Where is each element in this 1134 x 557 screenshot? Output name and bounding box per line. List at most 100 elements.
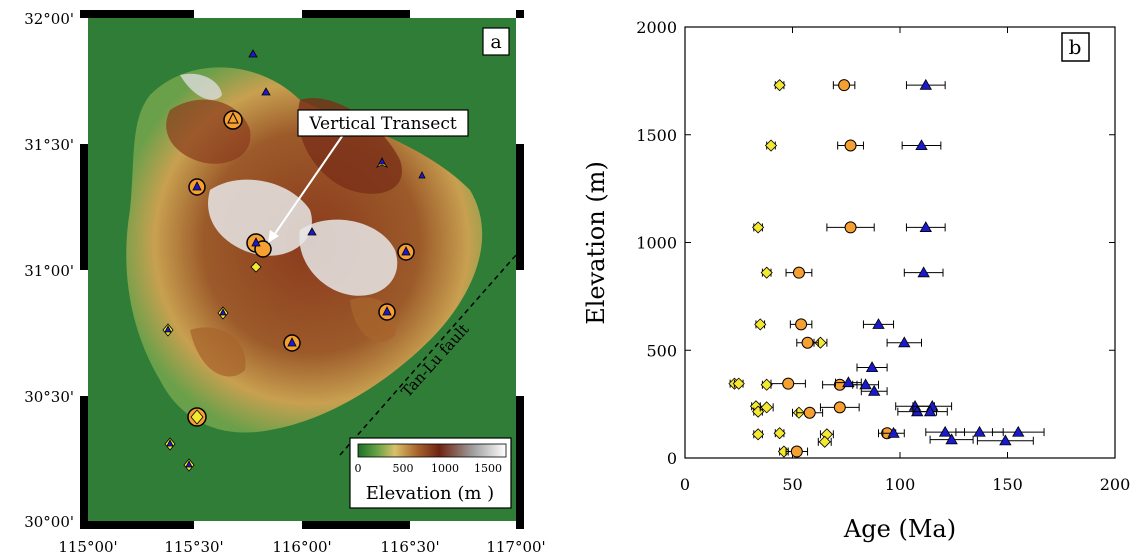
- colorbar-tick: 1500: [474, 462, 502, 475]
- data-points: [728, 78, 1045, 458]
- map-axis-labels: 115°00' 115°30' 116°00' 116°30' 117°00' …: [24, 10, 545, 556]
- high-peak-area: [180, 73, 222, 100]
- sample-triangle-marker: [261, 87, 271, 96]
- sample-triangle-marker: [164, 325, 172, 333]
- x-tick-label: 150: [992, 475, 1023, 494]
- map-frame-segment: [80, 18, 88, 144]
- circle-data-point: [792, 266, 805, 279]
- sample-diamond-marker: [250, 261, 262, 273]
- diamond-data-point: [773, 427, 786, 440]
- annotation-arrow-head: [268, 230, 279, 243]
- map-frame-segment: [410, 10, 516, 18]
- map-sample-markers: [162, 49, 426, 472]
- colorbar-tick: 500: [393, 462, 414, 475]
- triangle-data-point: [1012, 425, 1025, 437]
- annotation-box: [297, 109, 469, 137]
- colorbar-tick: 0: [355, 462, 362, 475]
- circle-data-point: [833, 401, 846, 414]
- triangle-data-point: [999, 434, 1012, 446]
- sample-triangle-marker: [307, 227, 317, 236]
- lat-tick-label: 30°00': [24, 513, 74, 531]
- high-peak-area: [208, 179, 312, 256]
- panel-label-a: a: [490, 31, 501, 53]
- diamond-data-point: [732, 377, 745, 390]
- sample-triangle-marker: [192, 181, 202, 191]
- x-axis: 0 50 100 150 200: [680, 27, 1130, 494]
- circle-data-point: [795, 318, 808, 331]
- x-tick-label: 0: [680, 475, 690, 494]
- triangle-data-point: [919, 78, 932, 90]
- triangle-data-point: [911, 405, 924, 417]
- lat-tick-label: 32°00': [24, 10, 74, 28]
- diamond-data-point: [752, 405, 765, 418]
- lon-tick-label: 116°00': [272, 538, 331, 556]
- sample-triangle-marker: [227, 111, 239, 124]
- y-tick-label: 1000: [636, 234, 677, 253]
- triangle-data-point: [923, 405, 937, 417]
- colorbar-tick: 1000: [431, 462, 459, 475]
- diamond-data-point: [752, 221, 765, 234]
- circle-data-point: [803, 406, 816, 419]
- sample-triangle-marker: [251, 237, 261, 247]
- triangle-data-point: [872, 318, 885, 329]
- circle-data-point: [782, 377, 795, 390]
- diamond-data-point: [814, 336, 827, 349]
- map-frame-segment: [516, 18, 524, 144]
- map-frame-segment: [194, 10, 302, 18]
- triangle-data-point: [842, 376, 855, 388]
- sample-triangle-marker: [219, 308, 227, 316]
- lat-tick-label: 30°30': [24, 388, 74, 406]
- panel-a-map: Vertical Transect Tan-Lu fault a 0 500 1…: [24, 10, 546, 556]
- triangle-data-point: [898, 336, 911, 348]
- diamond-data-point: [760, 266, 773, 279]
- x-tick-label: 50: [782, 475, 802, 494]
- x-tick-label: 100: [885, 475, 916, 494]
- triangle-data-point: [945, 433, 958, 445]
- sample-triangle-marker: [401, 246, 411, 256]
- sample-triangle-marker: [378, 157, 386, 165]
- colorbar-legend: 0 500 1000 1500 Elevation (m ): [349, 437, 512, 509]
- diamond-data-point: [752, 428, 765, 441]
- y-tick-label: 0: [667, 449, 677, 468]
- triangle-data-point: [938, 425, 952, 437]
- diamond-data-point: [760, 378, 773, 391]
- sample-triangle-marker: [185, 460, 193, 468]
- diamond-data-point: [754, 318, 767, 331]
- diamond-data-point: [773, 79, 786, 92]
- lat-tick-label: 31°00': [24, 262, 74, 280]
- mountain-ridge: [190, 327, 246, 377]
- circle-data-point: [838, 79, 851, 92]
- circle-data-point: [801, 336, 814, 349]
- diamond-data-point: [818, 435, 831, 448]
- panel-label-box: [482, 27, 510, 56]
- panel-label-b: b: [1069, 35, 1082, 59]
- lon-tick-label: 116°30': [380, 538, 439, 556]
- lon-tick-label: 117°00': [486, 538, 545, 556]
- lat-tick-label: 31°30': [24, 136, 74, 154]
- y-axis: 0 500 1000 1500 2000: [636, 18, 1115, 468]
- triangle-data-point: [859, 378, 872, 390]
- lon-tick-label: 115°00': [58, 538, 117, 556]
- triangle-data-point: [865, 361, 879, 373]
- sample-triangle-marker: [248, 49, 258, 58]
- circle-data-point: [790, 445, 803, 458]
- triangle-data-point: [917, 266, 930, 278]
- diamond-data-point: [760, 401, 773, 414]
- sample-triangle-marker: [382, 306, 392, 316]
- diamond-data-point: [764, 139, 778, 152]
- lon-tick-label: 115°30': [164, 538, 223, 556]
- plot-frame: [684, 26, 1116, 459]
- x-tick-label: 200: [1100, 475, 1131, 494]
- map-frame-segment: [80, 270, 88, 396]
- map-frame-segment: [516, 270, 524, 396]
- sample-diamond-marker: [190, 409, 204, 425]
- sample-triangle-marker: [166, 439, 174, 447]
- colorbar-label: Elevation (m ): [366, 483, 494, 504]
- map-frame-segment: [410, 521, 516, 529]
- triangle-data-point: [887, 426, 900, 438]
- annotation-text: Vertical Transect: [308, 114, 457, 134]
- sample-triangle-marker: [418, 171, 426, 179]
- high-peak-area: [299, 219, 398, 296]
- triangle-data-point: [868, 384, 881, 396]
